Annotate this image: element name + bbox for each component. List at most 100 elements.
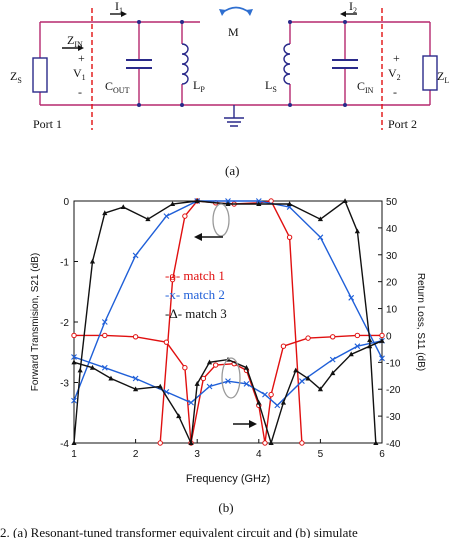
label-ls: LS xyxy=(265,78,277,94)
data-point xyxy=(225,198,231,204)
data-point xyxy=(108,375,114,381)
x-tick-label: 5 xyxy=(318,449,324,460)
data-point xyxy=(305,375,311,381)
label-v1: V1 xyxy=(73,66,86,82)
data-point xyxy=(101,364,108,371)
data-point xyxy=(132,252,139,259)
data-point xyxy=(206,359,213,365)
data-point xyxy=(367,343,373,349)
x-tick-label: 1 xyxy=(71,449,77,460)
y-axis-label: Forward Transmision, S21 (dB) xyxy=(30,253,41,391)
data-point xyxy=(101,319,108,325)
data-point xyxy=(132,375,139,382)
label-v1-minus: - xyxy=(78,85,82,99)
lp-inductor xyxy=(181,43,189,85)
series-line xyxy=(74,334,382,444)
x-tick-label: 2 xyxy=(133,449,139,460)
data-point xyxy=(194,198,200,203)
zl-impedance xyxy=(422,55,438,91)
data-point xyxy=(169,201,176,207)
data-point xyxy=(188,399,194,406)
data-point xyxy=(206,383,213,390)
y2-axis-label: Return Loss, S11 (dB) xyxy=(415,273,426,371)
data-point xyxy=(348,351,354,357)
ground-symbol xyxy=(224,105,244,127)
label-v1-plus: + xyxy=(78,51,85,65)
data-point xyxy=(243,364,250,370)
y-tick-label: -3 xyxy=(60,379,69,390)
y-tick-label: -4 xyxy=(60,439,69,450)
data-point xyxy=(71,440,77,445)
series-line xyxy=(73,199,377,444)
zs-impedance xyxy=(32,57,48,93)
y2-tick-label: -10 xyxy=(386,358,401,369)
label-cin: CIN xyxy=(357,79,374,95)
series-line xyxy=(73,340,383,407)
data-point xyxy=(373,440,379,445)
data-point xyxy=(157,383,163,389)
label-i1: I1 xyxy=(115,0,123,15)
legend-match-1: -o- match 1 xyxy=(165,268,225,283)
annotations xyxy=(212,203,241,399)
data-point xyxy=(379,332,385,339)
figure-caption: 2. (a) Resonant-tuned transformer equiva… xyxy=(0,525,358,538)
label-v2-plus: + xyxy=(393,51,400,65)
data-point xyxy=(157,440,163,446)
y2-tick-label: -20 xyxy=(386,385,401,396)
sublabel-b: (b) xyxy=(218,500,233,515)
data-point xyxy=(354,228,360,234)
x-tick-label: 6 xyxy=(379,449,385,460)
y2-tick-label: 10 xyxy=(386,305,398,316)
data-point xyxy=(354,332,361,339)
data-point xyxy=(329,356,336,363)
data-point xyxy=(280,399,287,405)
label-zin: ZIN xyxy=(67,33,83,49)
s21-group-oval xyxy=(212,203,230,237)
label-port2: Port 2 xyxy=(388,117,417,131)
cout-capacitor xyxy=(126,59,152,69)
series-layer xyxy=(71,198,385,446)
label-v2-minus: - xyxy=(393,85,397,99)
legend-match-2: -x- match 2 xyxy=(165,287,225,302)
data-point xyxy=(262,440,268,446)
data-point xyxy=(182,365,188,371)
data-point xyxy=(176,413,182,419)
data-point xyxy=(77,367,83,373)
data-point xyxy=(299,378,305,385)
data-point xyxy=(225,378,231,385)
data-point xyxy=(317,234,324,241)
data-point xyxy=(182,213,188,219)
y-tick-label: 0 xyxy=(63,197,69,208)
data-point xyxy=(305,335,311,341)
y2-tick-label: -30 xyxy=(386,412,401,423)
s11-axis-arrow xyxy=(233,420,257,428)
ls-inductor xyxy=(283,43,291,85)
data-point xyxy=(133,386,139,392)
data-point xyxy=(280,343,287,349)
label-v2: V2 xyxy=(388,66,401,82)
data-point xyxy=(262,391,268,398)
data-point xyxy=(120,204,126,210)
mutual-coupling-arc xyxy=(221,6,251,14)
data-point xyxy=(71,359,77,365)
x-tick-label: 3 xyxy=(194,449,200,460)
s21-axis-arrow xyxy=(194,233,223,241)
data-point xyxy=(71,397,77,404)
label-port1: Port 1 xyxy=(33,117,62,131)
label-lp: LP xyxy=(193,78,205,94)
label-i2: I2 xyxy=(349,0,357,15)
junction-dots xyxy=(137,20,347,107)
data-point xyxy=(212,362,219,368)
data-point xyxy=(200,375,207,382)
data-point xyxy=(299,440,305,446)
data-point xyxy=(348,294,355,301)
data-point xyxy=(102,332,108,339)
circuit-labels: ZS ZIN + V1 - I1 COUT LP M LS CIN I2 + V… xyxy=(10,0,449,178)
y2-tick-label: 30 xyxy=(386,251,398,262)
data-point xyxy=(342,198,348,203)
data-point xyxy=(225,201,231,207)
label-zs: ZS xyxy=(10,69,22,85)
